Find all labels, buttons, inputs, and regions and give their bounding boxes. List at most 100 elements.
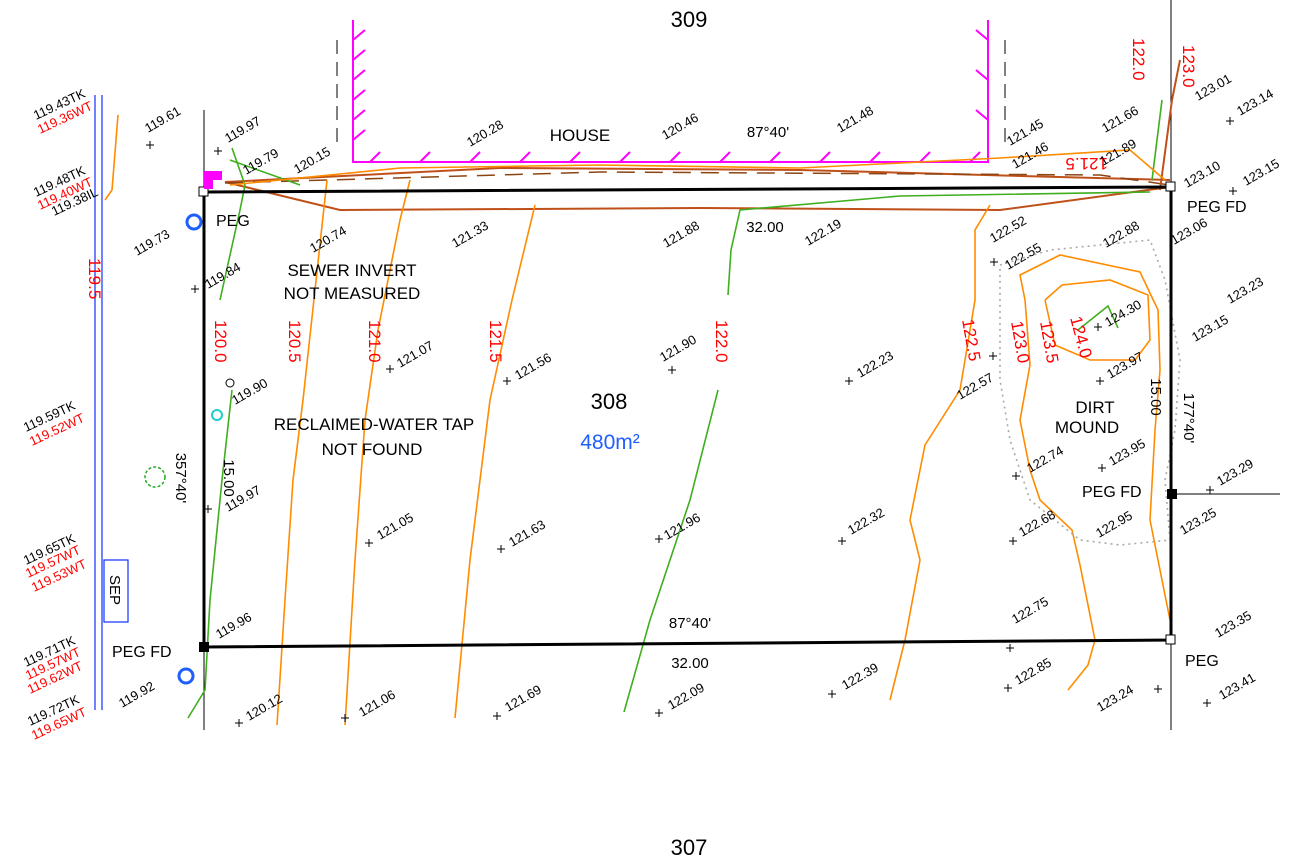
bearing-left: 357°40' <box>172 453 189 504</box>
spot-height: 123.23 <box>1224 274 1266 307</box>
spot-height: 121.96 <box>661 510 703 543</box>
spot-height: 122.39 <box>839 660 881 693</box>
contour-label: 123.5 <box>1036 319 1062 364</box>
spot-height: 123.41 <box>1216 670 1258 703</box>
spot-height: 122.19 <box>802 216 844 249</box>
spot-height: 119.96 <box>213 609 254 641</box>
lot-area: 480m² <box>580 431 640 454</box>
contour-label: 119.5 <box>85 258 104 299</box>
spot-height: 121.48 <box>834 103 876 136</box>
house-label: HOUSE <box>550 126 610 145</box>
contour-label: 123.0 <box>1007 319 1033 364</box>
spot-height: 123.29 <box>1214 456 1256 489</box>
spot-height: 120.74 <box>307 223 349 256</box>
contour-label: 122.0 <box>712 320 731 363</box>
minor-contours <box>187 99 1163 719</box>
spot-height: 122.55 <box>1002 240 1044 273</box>
spot-height: 119.92 <box>116 678 157 710</box>
spot-height: 121.07 <box>394 338 436 371</box>
spot-height: 122.23 <box>854 348 896 381</box>
contour-label: 121.0 <box>365 320 384 363</box>
distance-bottom: 32.00 <box>671 655 709 672</box>
distance-left: 15.00 <box>220 459 237 497</box>
spot-height: 123.06 <box>1168 215 1210 248</box>
spot-height: 121.90 <box>657 332 699 365</box>
contour-label: 122.0 <box>1129 38 1148 81</box>
spot-height: 123.95 <box>1106 436 1148 469</box>
spot-height: 123.14 <box>1234 86 1276 119</box>
spot-height: 121.69 <box>502 682 544 715</box>
peg-label-e: PEG FD <box>1082 484 1142 501</box>
spot-height: 122.95 <box>1093 508 1135 541</box>
bearing-top: 87°40' <box>747 124 789 141</box>
peg-label-sw: PEG FD <box>112 644 172 661</box>
major-contours <box>104 114 1171 726</box>
spot-height: 120.12 <box>243 691 285 724</box>
spot-height: 121.63 <box>506 517 548 550</box>
distance-right: 15.00 <box>1147 378 1164 416</box>
spot-height: 122.68 <box>1016 507 1058 540</box>
contour-label: 120.5 <box>285 320 304 363</box>
peg-label-se: PEG <box>1185 653 1219 670</box>
distance-top: 32.00 <box>746 219 784 236</box>
contour-label: 120.0 <box>211 320 230 363</box>
spot-height: 123.97 <box>1104 349 1146 382</box>
drain-channel <box>94 95 129 710</box>
peg-label-ne: PEG FD <box>1187 199 1247 216</box>
spot-height: 120.15 <box>291 144 333 177</box>
house-dashed-guides <box>336 40 1006 150</box>
bank-batter <box>224 59 1181 212</box>
spot-height: 122.52 <box>987 213 1029 246</box>
tap-note-line1: RECLAIMED-WATER TAP <box>274 415 475 434</box>
spot-height: 119.90 <box>229 375 270 407</box>
spot-height: 121.33 <box>449 218 491 251</box>
contour-label: 121.5 <box>486 320 505 363</box>
spot-height: 121.89 <box>1097 136 1139 169</box>
spot-height: 119.73 <box>131 226 172 258</box>
lot-number-south: 307 <box>671 835 708 858</box>
sewer-note-line2: NOT MEASURED <box>284 284 421 303</box>
spot-height: 120.28 <box>464 117 506 150</box>
bearing-bottom: 87°40' <box>669 615 711 632</box>
tap-note-line2: NOT FOUND <box>322 440 423 459</box>
spot-height: 122.85 <box>1012 655 1054 688</box>
spot-height: 119.61 <box>142 103 183 135</box>
house-outline <box>352 20 989 163</box>
contour-labels: 120.0 120.5 121.0 121.5 122.0 122.5 123.… <box>85 38 1198 365</box>
peg-label-nw: PEG <box>216 213 250 230</box>
spot-height: 123.35 <box>1212 608 1254 641</box>
contour-label: 121.5 <box>1065 154 1108 173</box>
spot-height: 119.79 <box>240 145 281 177</box>
spot-height: 123.10 <box>1181 158 1223 191</box>
dirt-mound-line2: MOUND <box>1055 418 1119 437</box>
lot-number-north: 309 <box>671 7 708 32</box>
lot-number-main: 308 <box>591 389 628 414</box>
contour-label: 123.0 <box>1179 45 1198 88</box>
peg-markers <box>198 171 1177 652</box>
spot-crosses <box>146 117 1237 727</box>
bearing-right: 177°40' <box>1180 393 1197 444</box>
spot-height: 124.30 <box>1102 297 1144 330</box>
spot-height: 119.97 <box>222 113 263 145</box>
spot-height: 121.56 <box>512 350 554 383</box>
spot-height: 122.09 <box>665 680 707 713</box>
boundary-marks: 119.43TK 119.36WT 119.48TK 119.40WT 119.… <box>21 86 100 743</box>
spot-height: 123.24 <box>1094 682 1136 715</box>
dirt-mound-line1: DIRT <box>1075 398 1114 417</box>
spot-height: 122.74 <box>1024 443 1066 476</box>
spot-height: 122.57 <box>954 370 996 403</box>
spot-height: 123.15 <box>1189 312 1231 345</box>
contour-label: 122.5 <box>958 317 984 362</box>
survey-circles <box>144 213 235 685</box>
spot-height: 122.88 <box>1100 218 1142 251</box>
spot-height: 121.88 <box>660 218 702 251</box>
spot-height: 121.05 <box>374 510 416 543</box>
spot-height: 121.06 <box>356 687 398 720</box>
spot-height: 123.15 <box>1240 156 1282 189</box>
spot-height: 122.75 <box>1009 594 1051 627</box>
sep-label: SEP <box>106 575 123 605</box>
contour-label: 124.0 <box>1066 314 1095 360</box>
spot-height: 123.25 <box>1177 505 1219 538</box>
spot-height: 120.46 <box>659 110 701 143</box>
